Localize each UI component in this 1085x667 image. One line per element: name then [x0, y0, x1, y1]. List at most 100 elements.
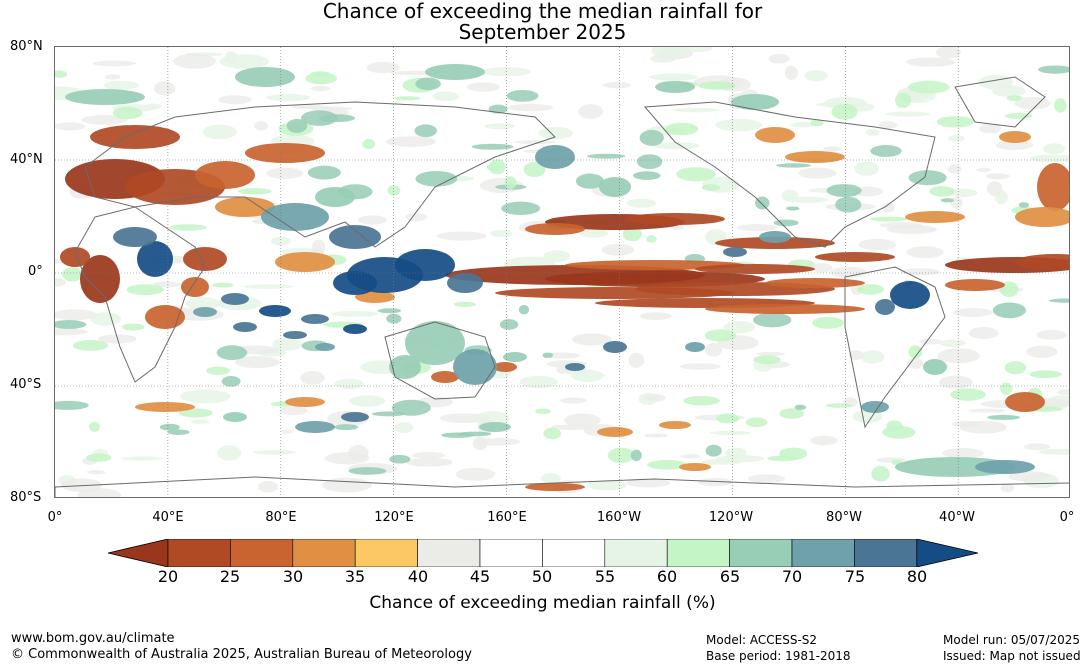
field-speckle — [519, 375, 559, 389]
dry-anomaly — [145, 305, 185, 329]
wet-anomaly — [923, 359, 947, 375]
colorbar-tick: 80 — [906, 567, 928, 586]
field-wet-patch — [542, 352, 553, 359]
field-speckle — [1000, 483, 1015, 493]
wet-anomaly — [603, 341, 627, 353]
dry-anomaly — [493, 362, 517, 372]
field-wet-patch — [88, 421, 100, 432]
field-speckle — [484, 123, 515, 130]
field-speckle — [217, 445, 242, 461]
field-speckle — [104, 74, 121, 80]
coastline — [844, 266, 946, 429]
colorbar-tick: 20 — [157, 567, 179, 586]
field-speckle — [626, 198, 656, 208]
field-speckle — [643, 394, 666, 402]
lat-label-80s: 80°S — [10, 490, 42, 505]
field-speckle — [879, 222, 923, 229]
field-wet-patch — [518, 304, 530, 315]
field-wet-patch — [486, 163, 501, 172]
wet-anomaly — [723, 247, 747, 257]
field-speckle — [1023, 443, 1051, 451]
dry-anomaly — [815, 252, 895, 262]
field-speckle — [564, 413, 601, 427]
field-speckle — [811, 263, 833, 273]
wet-anomaly — [333, 271, 377, 295]
field-speckle — [432, 91, 460, 102]
colorbar-segment — [167, 539, 231, 567]
lat-label-80n: 80°N — [10, 39, 43, 54]
field-speckle — [300, 371, 325, 385]
field-wet-patch — [856, 284, 884, 295]
field-speckle — [258, 480, 278, 493]
field-speckle — [848, 350, 864, 360]
field-speckle — [829, 266, 868, 278]
field-speckle — [92, 60, 136, 67]
field-speckle — [985, 173, 1010, 180]
field-wet-patch — [414, 124, 438, 138]
field-speckle — [357, 215, 387, 225]
field-wet-patch — [1038, 65, 1069, 74]
field-speckle — [514, 140, 556, 145]
field-wet-patch — [665, 122, 699, 136]
field-wet-patch — [178, 408, 213, 418]
field-speckle — [190, 419, 210, 424]
field-wet-patch — [676, 167, 716, 182]
lon-label-80w: 80°W — [826, 510, 862, 525]
bom-website-link[interactable]: www.bom.gov.au/climate — [11, 631, 175, 646]
lon-label-40e: 40°E — [152, 510, 184, 525]
colorbar-segment — [542, 539, 606, 567]
field-speckle — [254, 121, 268, 131]
field-wet-patch — [587, 153, 626, 159]
wet-anomaly — [731, 94, 779, 110]
lon-label-160w: 160°W — [596, 510, 642, 525]
field-wet-patch — [1004, 361, 1027, 375]
field-wet-patch — [753, 355, 781, 365]
lon-label-40w: 40°W — [939, 510, 975, 525]
field-wet-patch — [221, 376, 241, 387]
field-wet-patch — [85, 453, 112, 462]
field-speckle — [865, 129, 880, 136]
field-speckle — [969, 327, 999, 340]
field-speckle — [578, 104, 604, 119]
model-name: Model: ACCESS-S2 — [706, 633, 818, 647]
dry-anomaly — [181, 277, 209, 297]
field-wet-patch — [636, 154, 663, 170]
colorbar-segment — [604, 539, 668, 567]
field-wet-patch — [639, 129, 664, 146]
field-speckle — [185, 297, 222, 310]
field-speckle — [709, 430, 752, 435]
field-wet-patch — [701, 184, 721, 191]
dry-anomaly — [495, 287, 735, 299]
field-wet-patch — [908, 80, 950, 94]
field-speckle — [935, 47, 961, 59]
field-speckle — [939, 375, 973, 389]
field-wet-patch — [745, 417, 768, 428]
colorbar-tick: 65 — [719, 567, 741, 586]
field-speckle — [243, 284, 293, 289]
field-speckle — [648, 73, 698, 81]
field-wet-patch — [575, 173, 605, 189]
field-wet-patch — [647, 459, 687, 470]
field-speckle — [331, 310, 379, 317]
field-wet-patch — [940, 198, 955, 203]
field-speckle — [349, 395, 386, 407]
field-speckle — [697, 477, 733, 487]
lon-label-120e: 120°E — [374, 510, 414, 525]
field-speckle — [628, 352, 645, 368]
field-speckle — [55, 309, 98, 321]
wet-anomaly — [685, 342, 705, 352]
field-wet-patch — [55, 320, 87, 329]
dry-anomaly — [1037, 163, 1069, 211]
field-speckle — [979, 123, 1002, 134]
field-wet-patch — [886, 420, 903, 432]
field-wet-patch — [894, 92, 912, 108]
field-wet-patch — [1048, 298, 1069, 303]
field-wet-patch — [622, 226, 642, 242]
field-speckle — [218, 95, 252, 105]
field-wet-patch — [387, 185, 401, 196]
field-wet-patch — [72, 340, 109, 351]
dry-anomaly — [525, 223, 585, 235]
field-speckle — [546, 352, 581, 359]
wet-anomaly — [389, 355, 421, 379]
dry-anomaly — [183, 247, 227, 271]
